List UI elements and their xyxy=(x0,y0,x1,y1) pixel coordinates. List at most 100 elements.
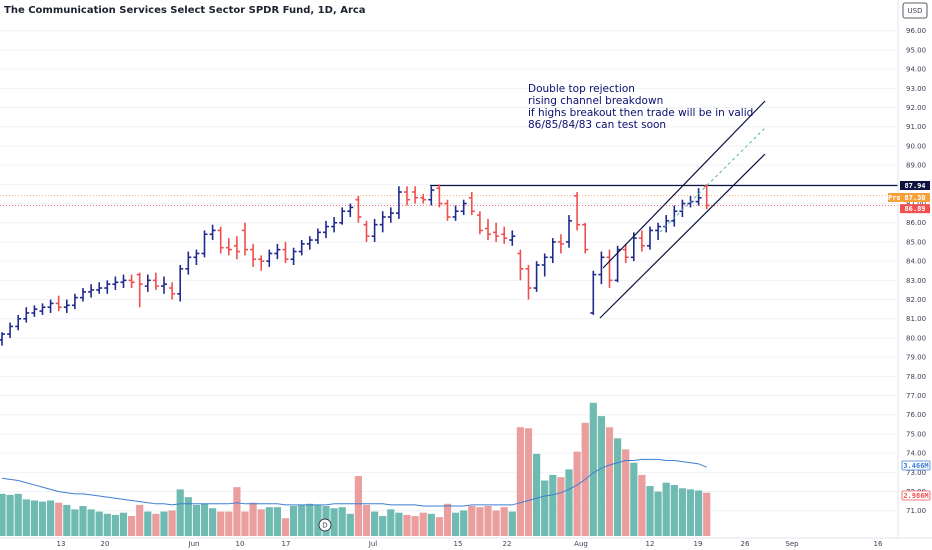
ohlc-bar xyxy=(177,264,184,302)
price-tick: 81.00 xyxy=(906,315,926,323)
volume-tag: 2.986M xyxy=(901,490,931,501)
rising-channel-drawing[interactable] xyxy=(599,100,766,319)
dividend-event-icon[interactable]: D xyxy=(318,518,332,532)
svg-text:Pre: Pre xyxy=(888,194,901,202)
volume-bar xyxy=(500,507,508,536)
ohlc-bar xyxy=(598,251,605,285)
ohlc-bar xyxy=(88,284,95,298)
ohlc-bar xyxy=(549,238,556,264)
volume-bar xyxy=(533,453,541,536)
ohlc-bar xyxy=(638,230,645,252)
volume-bar xyxy=(38,501,47,536)
price-tick: 76.00 xyxy=(906,411,926,419)
volume-bar xyxy=(47,500,55,536)
volume-bar xyxy=(217,511,225,536)
ohlc-bar xyxy=(647,226,653,250)
ohlc-bar xyxy=(517,249,524,281)
volume-bar xyxy=(630,462,638,536)
price-tick: 91.00 xyxy=(906,123,926,131)
volume-bar xyxy=(330,508,338,536)
price-tick: 95.00 xyxy=(906,46,926,54)
volume-bar xyxy=(265,507,273,536)
ohlc-bar xyxy=(671,205,678,227)
time-tick: 13 xyxy=(57,540,66,548)
ohlc-bar xyxy=(217,226,224,254)
annotation-text[interactable]: Double top rejection rising channel brea… xyxy=(528,83,753,131)
ohlc-bar xyxy=(331,216,338,233)
volume-bar xyxy=(379,516,387,536)
volume-bar xyxy=(281,518,290,536)
ohlc-bar xyxy=(242,222,248,256)
volume-bar xyxy=(460,510,468,536)
ohlc-bar xyxy=(630,232,637,262)
ohlc-bar xyxy=(112,276,119,290)
volume-bar xyxy=(411,516,419,536)
svg-text:2.986M: 2.986M xyxy=(903,492,928,500)
ohlc-bar xyxy=(395,186,402,219)
price-tick: 74.00 xyxy=(906,450,926,458)
ohlc-bar xyxy=(452,205,459,221)
volume-bar xyxy=(395,512,403,536)
ohlc-bar xyxy=(566,215,572,248)
volume-bar xyxy=(87,509,95,536)
gridlines xyxy=(0,30,898,512)
ohlc-bar xyxy=(428,186,435,206)
ohlc-bar xyxy=(493,222,500,242)
ohlc-bar xyxy=(274,243,281,260)
ohlc-bar xyxy=(136,272,143,308)
ohlc-bar xyxy=(152,272,159,290)
ohlc-bar xyxy=(128,274,135,289)
ohlc-bar xyxy=(298,240,305,256)
annotation-line-1: Double top rejection xyxy=(528,83,635,95)
price-tick: 71.00 xyxy=(906,507,926,515)
price-tick: 79.00 xyxy=(906,354,926,362)
level-price-tag: 87.94 xyxy=(900,181,930,190)
volume-bar xyxy=(678,488,686,536)
channel-median-line xyxy=(659,127,766,233)
close-price-tag: 86.89 xyxy=(900,204,930,214)
ohlc-bar xyxy=(7,322,14,338)
annotation-line-4: 86/85/84/83 can test soon xyxy=(528,119,666,131)
svg-text:D: D xyxy=(322,522,327,530)
volume-bar xyxy=(0,493,6,536)
volume-ma-tag: 3.466M xyxy=(901,460,931,471)
currency-button[interactable] xyxy=(902,2,928,19)
volume-bar xyxy=(30,500,38,536)
volume-bars xyxy=(0,402,711,536)
time-axis[interactable]: 13 20 Jun 10 17 Jul 15 22 Aug 12 19 26 Sep 16 xyxy=(0,537,932,550)
ohlc-bar xyxy=(193,249,200,265)
time-tick: 20 xyxy=(101,540,110,548)
time-tick: Sep xyxy=(785,540,799,548)
volume-bar xyxy=(119,512,128,536)
svg-text:87.94: 87.94 xyxy=(904,182,925,190)
price-tick: 84.00 xyxy=(906,258,926,266)
ohlc-bar xyxy=(250,243,257,267)
ohlc-bar xyxy=(266,249,273,267)
price-tick: 77.00 xyxy=(906,392,926,400)
channel-lower-line xyxy=(599,153,766,319)
volume-bar xyxy=(476,507,484,536)
ohlc-bar xyxy=(185,251,192,275)
annotation-line-3: if highs breakout then trade will be in … xyxy=(528,107,753,119)
price-tick: 85.00 xyxy=(906,238,926,246)
ohlc-bar xyxy=(290,247,297,265)
volume-bar xyxy=(484,506,492,536)
ohlc-bar xyxy=(541,253,548,277)
price-tick: 80.00 xyxy=(906,334,926,342)
volume-bar xyxy=(654,491,662,536)
volume-bar xyxy=(403,514,411,536)
ohlc-bar xyxy=(371,218,378,242)
volume-moving-average-line xyxy=(1,458,707,507)
ohlc-bar xyxy=(695,188,702,206)
ohlc-bar xyxy=(314,228,321,244)
ohlc-bar xyxy=(590,270,597,315)
svg-text:3.466M: 3.466M xyxy=(903,462,928,470)
volume-bar xyxy=(152,513,160,536)
time-tick: Aug xyxy=(574,540,588,548)
price-axis[interactable]: 96.00 95.00 94.00 93.00 92.00 91.00 90.00 89.00… xyxy=(897,0,932,538)
ohlc-bar xyxy=(525,264,532,300)
ohlc-bar xyxy=(355,195,362,223)
ohlc-bar xyxy=(347,203,354,217)
time-tick: 16 xyxy=(874,540,883,548)
